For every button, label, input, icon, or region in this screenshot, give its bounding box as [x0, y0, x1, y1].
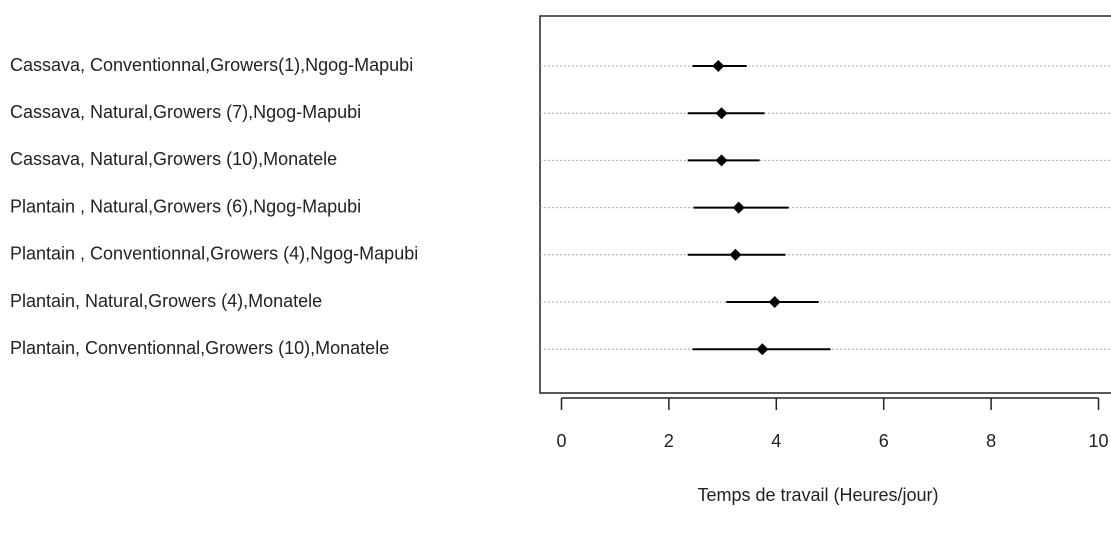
x-tick-label: 6 [879, 431, 889, 451]
category-label: Cassava, Conventionnal,Growers(1),Ngog-M… [10, 55, 413, 75]
point [729, 248, 742, 261]
point [712, 60, 725, 72]
point [715, 154, 728, 167]
point [732, 201, 745, 214]
category-label: Plantain, Conventionnal,Growers (10),Mon… [10, 338, 389, 358]
x-tick-label: 10 [1089, 431, 1109, 451]
x-axis-title: Temps de travail (Heures/jour) [697, 485, 938, 505]
point [768, 296, 781, 308]
category-label: Plantain, Natural,Growers (4),Monatele [10, 291, 322, 311]
x-tick-label: 2 [664, 431, 674, 451]
x-tick-label: 4 [771, 431, 781, 451]
category-label: Plantain , Natural,Growers (6),Ngog-Mapu… [10, 196, 361, 216]
category-label: Plantain , Conventionnal,Growers (4),Ngo… [10, 244, 418, 264]
category-label: Cassava, Natural,Growers (7),Ngog-Mapubi [10, 102, 361, 122]
x-tick-label: 8 [986, 431, 996, 451]
category-label: Cassava, Natural,Growers (10),Monatele [10, 149, 337, 169]
point [756, 343, 769, 356]
x-tick-label: 0 [556, 431, 566, 451]
plot-frame [539, 15, 1111, 394]
point [715, 107, 728, 120]
